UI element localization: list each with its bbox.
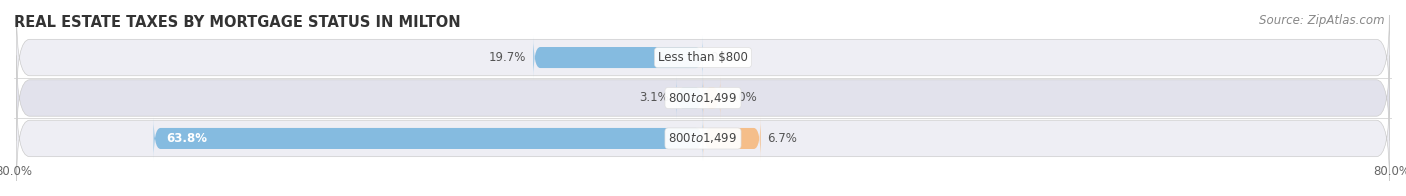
Text: $800 to $1,499: $800 to $1,499 [668, 91, 738, 105]
Text: 63.8%: 63.8% [166, 132, 208, 145]
Text: 3.1%: 3.1% [640, 92, 669, 104]
FancyBboxPatch shape [533, 36, 703, 79]
Text: $800 to $1,499: $800 to $1,499 [668, 132, 738, 145]
FancyBboxPatch shape [17, 96, 1389, 181]
FancyBboxPatch shape [17, 55, 1389, 141]
FancyBboxPatch shape [703, 117, 761, 160]
Text: Less than $800: Less than $800 [658, 51, 748, 64]
Text: Source: ZipAtlas.com: Source: ZipAtlas.com [1260, 14, 1385, 27]
Text: 2.0%: 2.0% [727, 92, 756, 104]
Text: 0.0%: 0.0% [710, 51, 740, 64]
Text: 19.7%: 19.7% [489, 51, 526, 64]
FancyBboxPatch shape [153, 117, 703, 160]
FancyBboxPatch shape [17, 15, 1389, 100]
FancyBboxPatch shape [703, 76, 720, 120]
Text: REAL ESTATE TAXES BY MORTGAGE STATUS IN MILTON: REAL ESTATE TAXES BY MORTGAGE STATUS IN … [14, 15, 461, 30]
FancyBboxPatch shape [676, 76, 703, 120]
Text: 6.7%: 6.7% [768, 132, 797, 145]
